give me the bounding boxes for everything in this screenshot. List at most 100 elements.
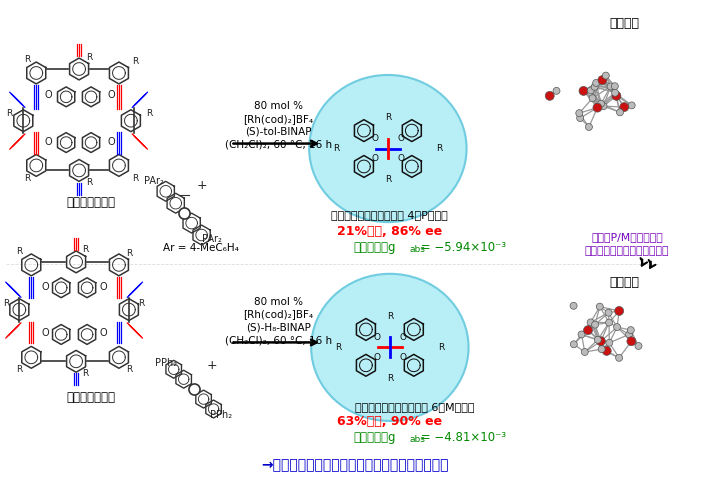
Circle shape xyxy=(628,327,634,334)
Text: Ar = 4-MeC₆H₄: Ar = 4-MeC₆H₄ xyxy=(163,243,239,253)
Text: PPh₂: PPh₂ xyxy=(210,410,233,420)
Text: PPh₂: PPh₂ xyxy=(155,358,177,368)
Text: abs: abs xyxy=(410,435,426,444)
Text: R: R xyxy=(4,299,9,308)
Circle shape xyxy=(593,80,600,86)
Text: 環状ポリイン３: 環状ポリイン３ xyxy=(67,196,116,209)
Text: R: R xyxy=(86,53,92,62)
Text: 21%収率, 86% ee: 21%収率, 86% ee xyxy=(337,225,442,238)
Circle shape xyxy=(620,103,629,111)
Circle shape xyxy=(606,319,613,326)
Text: 80 mol %: 80 mol % xyxy=(253,296,302,307)
Text: = −4.81×10⁻³: = −4.81×10⁻³ xyxy=(417,431,506,444)
Text: R: R xyxy=(333,144,339,153)
Circle shape xyxy=(576,109,583,117)
Text: R: R xyxy=(24,54,31,64)
Circle shape xyxy=(606,339,613,346)
Text: 異なるP/M巻きを持つ: 異なるP/M巻きを持つ xyxy=(591,232,663,242)
Circle shape xyxy=(616,109,623,116)
Text: キラル型ベルトの生成を確認: キラル型ベルトの生成を確認 xyxy=(584,246,670,256)
Text: R: R xyxy=(385,113,391,122)
Text: 結晶構造: 結晶構造 xyxy=(609,276,639,289)
Text: O: O xyxy=(107,136,115,147)
Circle shape xyxy=(584,326,593,335)
Text: PAr₂: PAr₂ xyxy=(144,176,164,187)
Text: O: O xyxy=(107,90,115,100)
Circle shape xyxy=(611,83,618,90)
Text: O: O xyxy=(397,154,404,163)
Circle shape xyxy=(615,307,623,315)
Circle shape xyxy=(593,103,602,112)
Text: R: R xyxy=(437,144,443,153)
Circle shape xyxy=(602,347,611,355)
Circle shape xyxy=(553,87,560,94)
Circle shape xyxy=(594,336,601,343)
Text: R: R xyxy=(16,247,23,256)
Circle shape xyxy=(591,321,599,328)
Text: R: R xyxy=(385,175,391,184)
Circle shape xyxy=(613,323,621,331)
Text: 環状ポリイン５: 環状ポリイン５ xyxy=(67,390,116,403)
Text: (S)-tol-BINAP: (S)-tol-BINAP xyxy=(245,127,312,136)
Text: 異方性因子g: 異方性因子g xyxy=(354,431,396,444)
Text: O: O xyxy=(41,328,49,338)
Circle shape xyxy=(578,331,585,338)
Circle shape xyxy=(598,346,605,353)
Text: Rh: Rh xyxy=(178,209,190,218)
Circle shape xyxy=(596,337,606,346)
Text: R: R xyxy=(439,343,444,352)
Text: R: R xyxy=(138,299,144,308)
Text: +: + xyxy=(206,359,217,372)
Circle shape xyxy=(591,83,598,90)
Circle shape xyxy=(587,87,594,94)
Text: R: R xyxy=(6,109,13,118)
Circle shape xyxy=(596,303,604,310)
Text: R: R xyxy=(132,56,138,66)
Text: 80 mol %: 80 mol % xyxy=(253,101,302,111)
Text: R: R xyxy=(335,343,342,352)
Text: Rh: Rh xyxy=(187,385,200,394)
Circle shape xyxy=(589,94,596,102)
Text: R: R xyxy=(16,365,23,374)
Text: O: O xyxy=(397,134,404,143)
Circle shape xyxy=(586,123,592,131)
Circle shape xyxy=(607,83,614,90)
Text: 異方性因子g: 異方性因子g xyxy=(354,241,396,254)
Text: R: R xyxy=(24,174,31,183)
Text: キラル型ベルト共役分子 6（M巻き）: キラル型ベルト共役分子 6（M巻き） xyxy=(355,402,474,412)
Text: O: O xyxy=(99,328,106,338)
Circle shape xyxy=(598,76,607,84)
Text: O: O xyxy=(399,353,406,362)
Text: R: R xyxy=(387,311,393,321)
Text: R: R xyxy=(126,365,132,374)
Text: キラル型ベルト共役分子 4（P巻き）: キラル型ベルト共役分子 4（P巻き） xyxy=(332,210,448,220)
Text: O: O xyxy=(45,90,52,100)
Text: [Rh(cod)₂]BF₄: [Rh(cod)₂]BF₄ xyxy=(244,309,313,320)
Text: (CH₂Cl)₂, 60 °C, 16 h: (CH₂Cl)₂, 60 °C, 16 h xyxy=(225,140,332,149)
Text: O: O xyxy=(41,282,49,292)
Text: R: R xyxy=(387,374,393,383)
Text: PAr₂: PAr₂ xyxy=(202,234,222,244)
Text: R: R xyxy=(132,174,138,183)
Circle shape xyxy=(545,92,555,100)
Text: (CH₂Cl)₂, 60 °C, 16 h: (CH₂Cl)₂, 60 °C, 16 h xyxy=(225,335,332,346)
Text: O: O xyxy=(373,333,381,342)
Text: O: O xyxy=(373,353,381,362)
Text: R: R xyxy=(126,249,132,258)
Text: R: R xyxy=(86,178,92,187)
Circle shape xyxy=(579,86,588,95)
Circle shape xyxy=(616,354,623,362)
Circle shape xyxy=(627,337,636,346)
Text: 結晶構造: 結晶構造 xyxy=(609,17,639,30)
Text: +: + xyxy=(196,179,207,192)
Text: O: O xyxy=(372,154,378,163)
Circle shape xyxy=(598,100,604,107)
Circle shape xyxy=(570,341,577,348)
Circle shape xyxy=(600,103,607,109)
Circle shape xyxy=(605,309,612,316)
Circle shape xyxy=(587,319,594,326)
Ellipse shape xyxy=(311,274,469,421)
Circle shape xyxy=(602,72,609,79)
Circle shape xyxy=(635,343,642,349)
Text: O: O xyxy=(45,136,52,147)
